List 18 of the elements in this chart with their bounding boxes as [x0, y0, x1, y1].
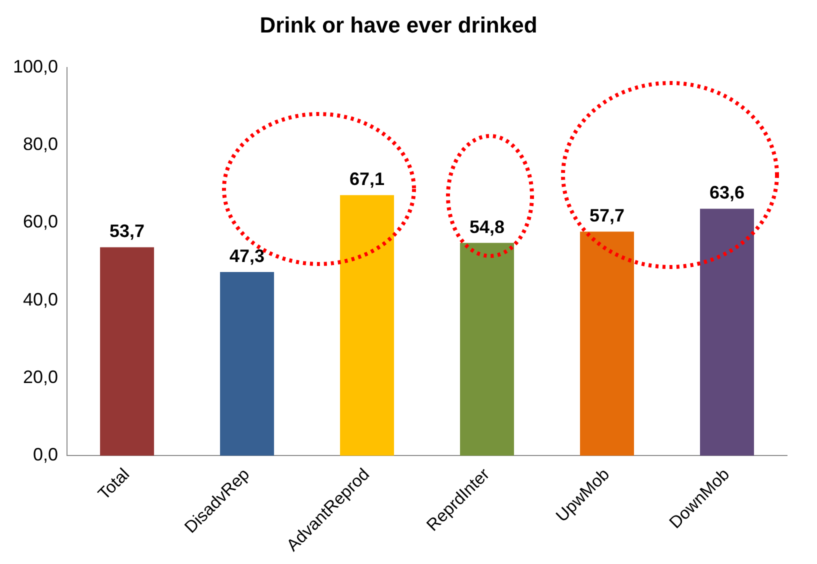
- data-label: 63,6: [709, 182, 745, 203]
- y-tick-label: 20,0: [22, 367, 58, 388]
- y-tick-label: 80,0: [22, 134, 58, 154]
- y-tick-label: 100,0: [12, 56, 58, 76]
- bar: [580, 232, 634, 456]
- data-label: 57,7: [589, 206, 625, 226]
- bar: [100, 247, 154, 456]
- y-tick-label: 40,0: [22, 289, 58, 310]
- y-tick-label: 60,0: [22, 212, 58, 232]
- bar: [220, 272, 274, 456]
- data-label: 53,7: [110, 221, 145, 242]
- data-label: 67,1: [350, 169, 385, 190]
- y-tick-label: 0,0: [33, 444, 58, 465]
- chart-title: Drink or have ever drinked: [260, 12, 538, 38]
- bar: [700, 208, 754, 456]
- data-label: 47,3: [230, 246, 265, 266]
- data-label: 54,8: [469, 216, 505, 237]
- bar: [340, 195, 394, 456]
